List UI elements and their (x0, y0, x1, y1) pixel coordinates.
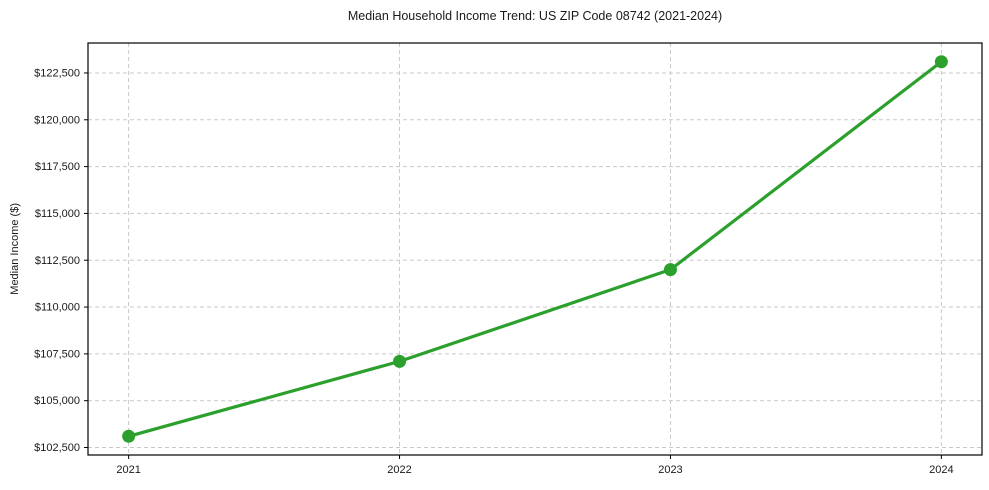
trend-line (127, 60, 943, 438)
y-tick-label: $120,000 (34, 114, 80, 126)
plot-border (87, 42, 983, 456)
y-tick-label: $105,000 (34, 395, 80, 407)
y-tick-label: $110,000 (35, 302, 80, 314)
x-tick-label: 2022 (387, 464, 411, 476)
y-tick-label: $115,000 (35, 208, 80, 220)
data-point (934, 55, 948, 69)
chart-title: Median Household Income Trend: US ZIP Co… (347, 9, 723, 23)
data-point (663, 263, 677, 277)
y-tick-label: $117,500 (35, 161, 80, 173)
data-point (393, 354, 407, 368)
y-tick-label: $102,500 (34, 442, 80, 454)
x-tick-label: 2021 (116, 464, 140, 476)
y-tick-label: $112,500 (35, 255, 80, 267)
data-point (122, 429, 136, 443)
x-tick-label: 2024 (929, 464, 953, 476)
y-tick-label: $122,500 (34, 67, 80, 79)
x-tick-label: 2023 (658, 464, 682, 476)
y-tick-label: $107,500 (34, 348, 80, 360)
